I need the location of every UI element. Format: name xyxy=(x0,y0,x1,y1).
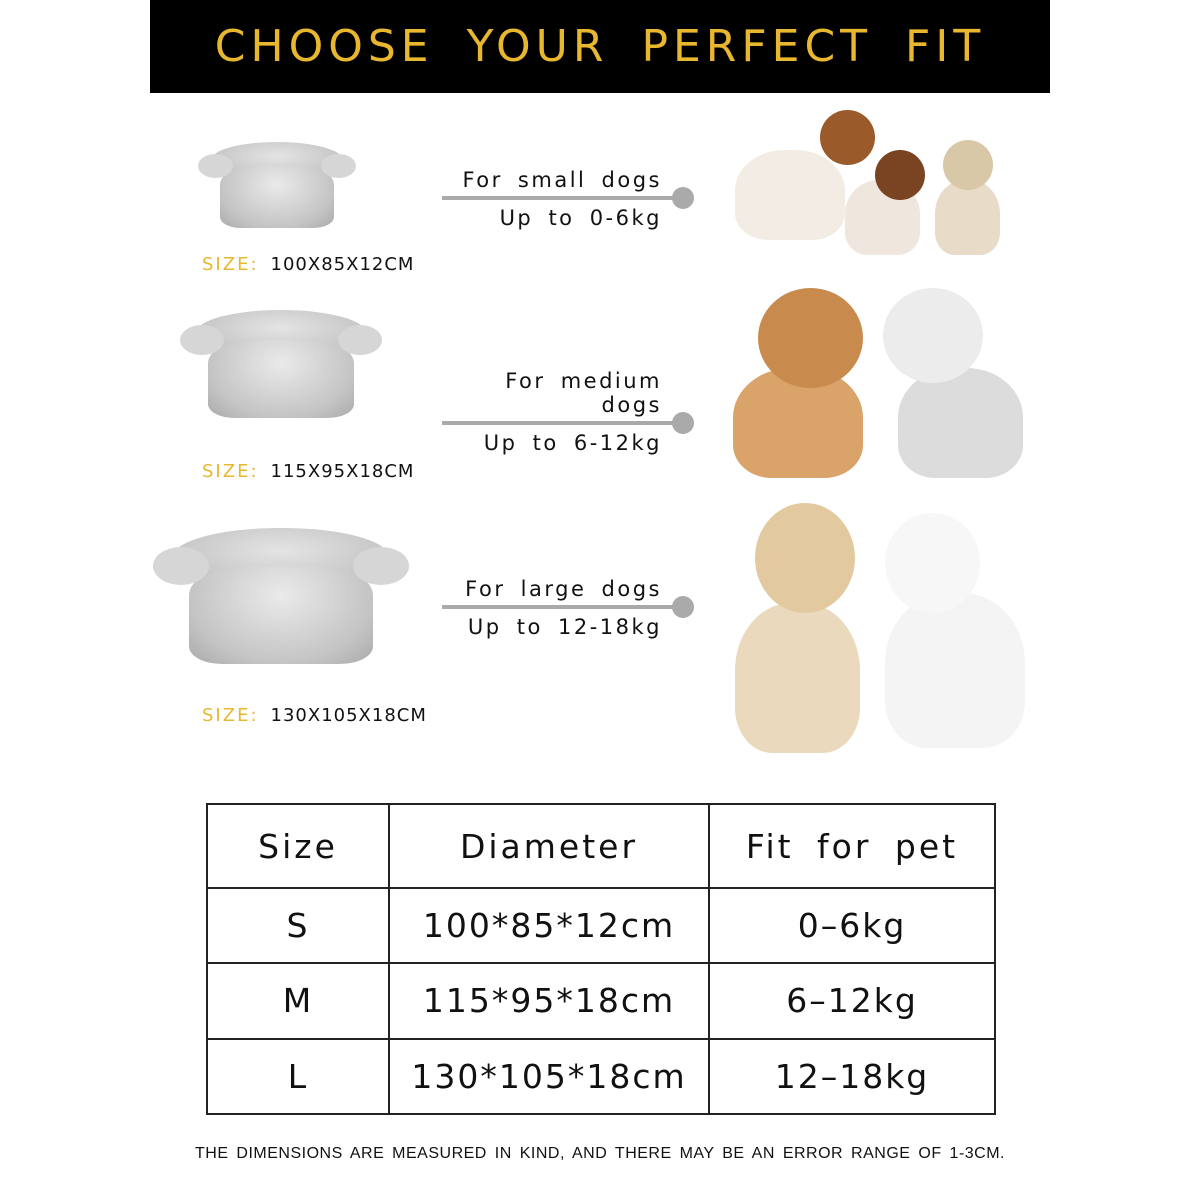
large-bed-image xyxy=(153,528,409,664)
size-key: SIZE: xyxy=(202,705,259,726)
small-bed-image xyxy=(198,142,356,228)
size-value: 115X95X18CM xyxy=(270,461,415,482)
cell-fit: 0–6kg xyxy=(708,886,996,965)
cell-size: S xyxy=(206,886,390,965)
medium-bed-image xyxy=(180,310,382,418)
table-row: M 115*95*18cm 6–12kg xyxy=(206,962,996,1040)
cell-size: L xyxy=(206,1037,390,1116)
weight-label: Up to 0-6kg xyxy=(499,206,662,230)
cell-fit: 6–12kg xyxy=(708,962,996,1040)
divider-line xyxy=(442,412,694,434)
size-small: SIZE: 100X85X12CM xyxy=(202,254,414,275)
table-header-row: Size Diameter Fit for pet xyxy=(206,803,996,889)
header-banner: CHOOSE YOUR PERFECT FIT xyxy=(150,0,1050,93)
table-row: S 100*85*12cm 0–6kg xyxy=(206,886,996,965)
table-row: L 130*105*18cm 12–18kg xyxy=(206,1037,996,1116)
size-value: 130X105X18CM xyxy=(270,705,427,726)
small-dogs-image xyxy=(735,110,1005,260)
size-key: SIZE: xyxy=(202,254,259,275)
weight-label: Up to 12-18kg xyxy=(467,615,662,639)
size-large: SIZE: 130X105X18CM xyxy=(202,705,427,726)
size-table: Size Diameter Fit for pet S 100*85*12cm 0–… xyxy=(206,803,996,1116)
cell-fit: 12–18kg xyxy=(708,1037,996,1116)
cell-size: M xyxy=(206,962,390,1040)
fit-medium: For medium dogs Up to 6-12kg xyxy=(442,369,694,455)
fit-label: For large dogs xyxy=(465,577,662,601)
cell-diameter: 100*85*12cm xyxy=(388,886,710,965)
fit-label: For small dogs xyxy=(462,168,662,192)
header-diameter: Diameter xyxy=(388,803,710,889)
fit-label: For medium dogs xyxy=(505,369,662,417)
fit-large: For large dogs Up to 12-18kg xyxy=(442,577,694,639)
medium-dogs-image xyxy=(728,288,1028,480)
size-key: SIZE: xyxy=(202,461,259,482)
header-size: Size xyxy=(206,803,390,889)
size-medium: SIZE: 115X95X18CM xyxy=(202,461,414,482)
divider-line xyxy=(442,596,694,618)
page-title: CHOOSE YOUR PERFECT FIT xyxy=(214,21,986,72)
size-value: 100X85X12CM xyxy=(270,254,415,275)
cell-diameter: 115*95*18cm xyxy=(388,962,710,1040)
header-fit: Fit for pet xyxy=(708,803,996,889)
fit-small: For small dogs Up to 0-6kg xyxy=(442,168,694,230)
weight-label: Up to 6-12kg xyxy=(483,431,662,455)
divider-line xyxy=(442,187,694,209)
large-dogs-image xyxy=(735,503,1030,758)
cell-diameter: 130*105*18cm xyxy=(388,1037,710,1116)
disclaimer-note: THE DIMENSIONS ARE MEASURED IN KIND, AND… xyxy=(194,1145,1005,1162)
